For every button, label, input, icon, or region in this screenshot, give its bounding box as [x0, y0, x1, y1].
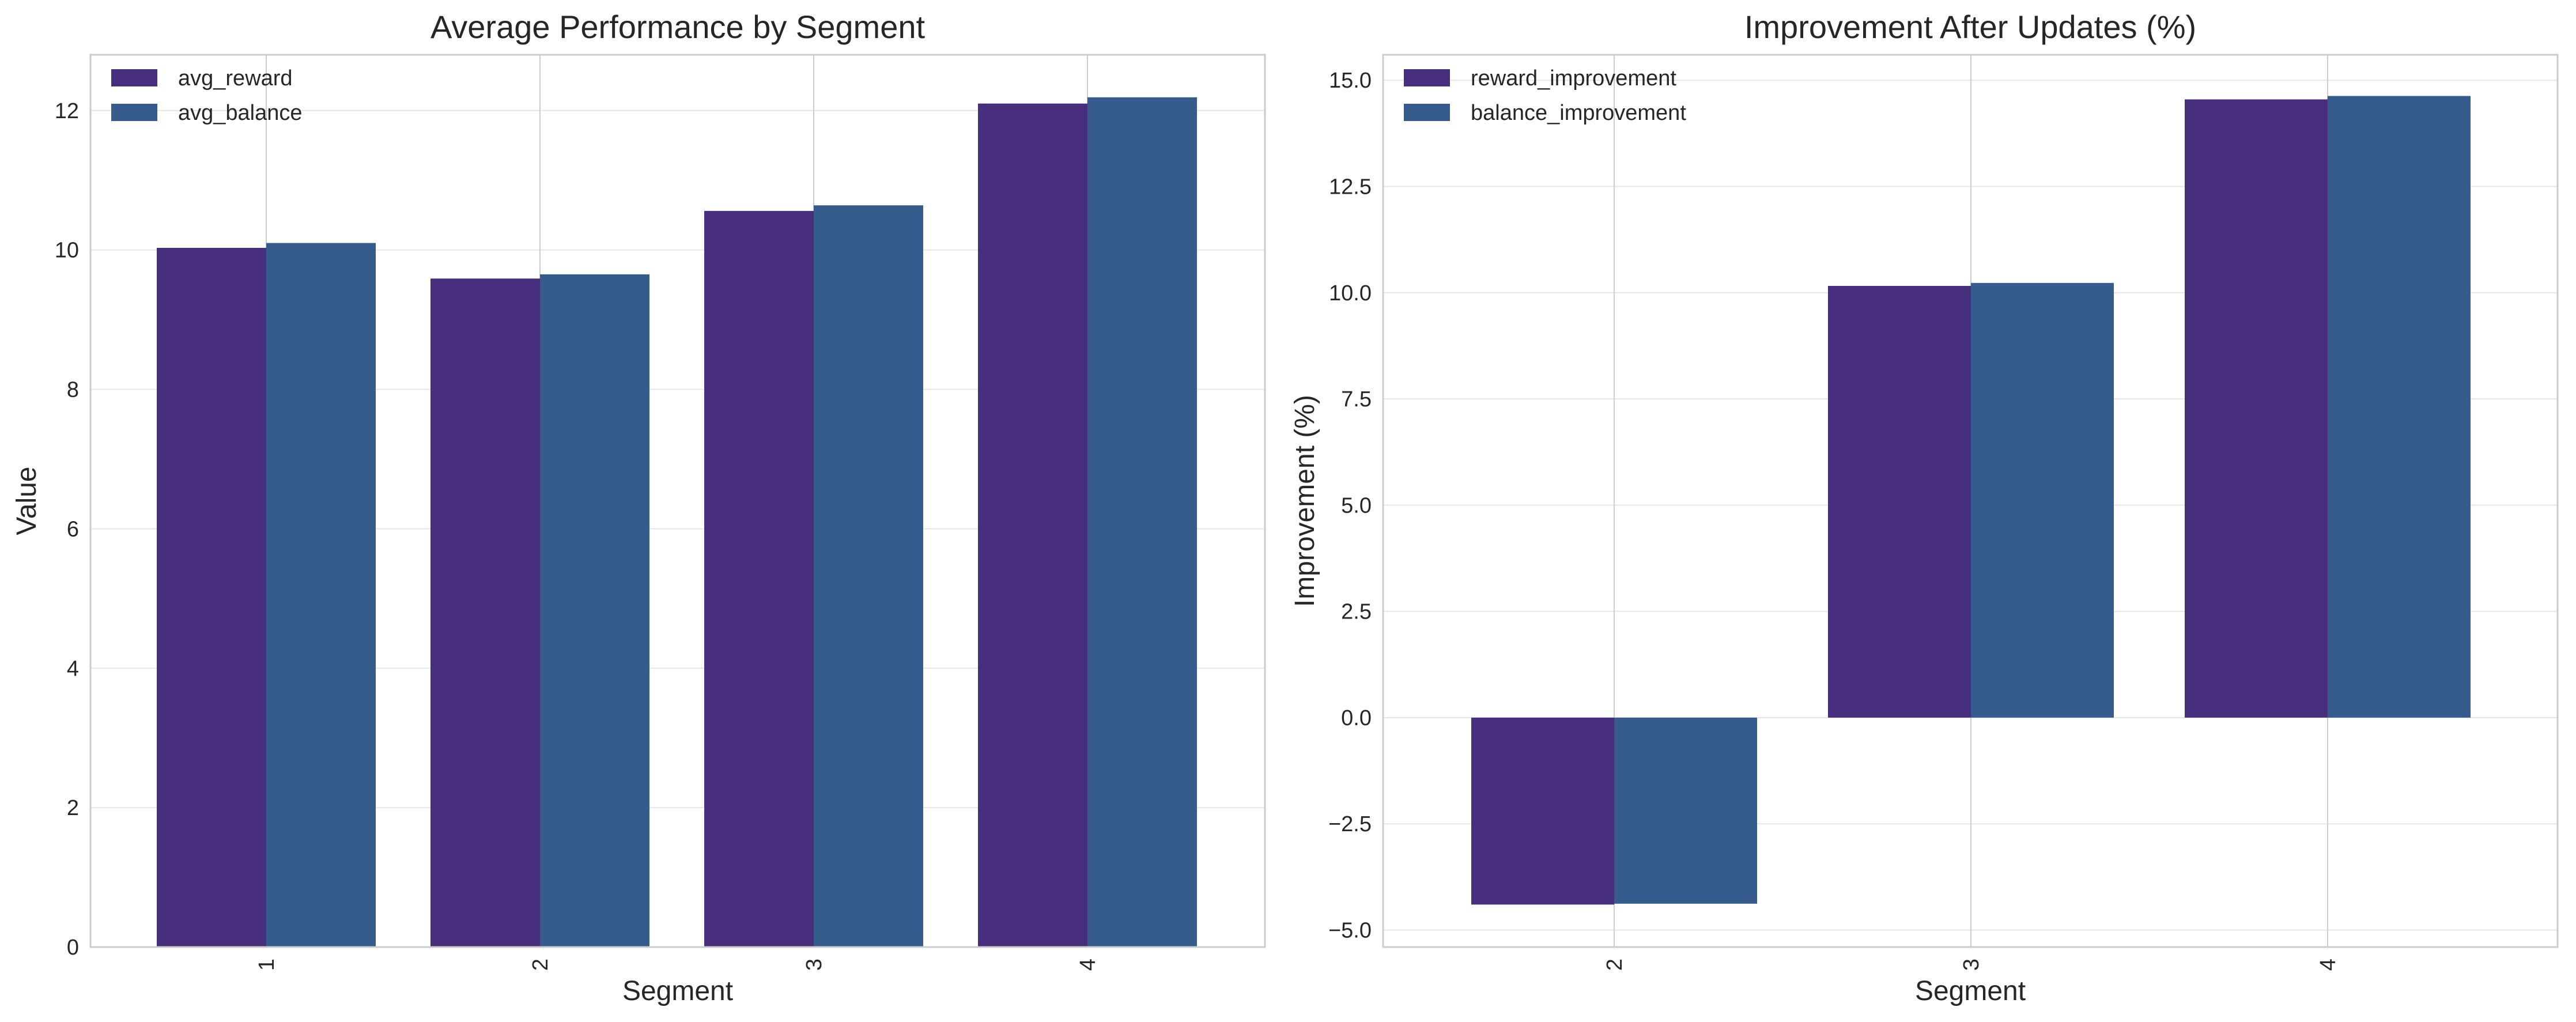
y-tick-label: 6	[67, 517, 79, 541]
chart-title: Improvement After Updates (%)	[1744, 9, 2196, 45]
x-tick-label: 4	[2316, 959, 2340, 971]
bar-balance-improvement	[1971, 282, 2114, 718]
bar-avg-balance	[1087, 97, 1197, 948]
y-axis-label: Improvement (%)	[1290, 395, 1320, 607]
y-tick-label: 0.0	[1341, 706, 1372, 730]
bar-avg-balance	[814, 205, 923, 948]
bar-avg-reward	[430, 278, 540, 948]
x-axis-label: Segment	[622, 976, 733, 1006]
x-tick-label: 4	[1076, 959, 1100, 971]
y-tick-label: 0	[67, 936, 79, 960]
y-tick-label: −2.5	[1328, 812, 1372, 836]
y-tick-label: 2	[67, 796, 79, 820]
legend-label: reward_improvement	[1471, 66, 1676, 90]
plot-frame	[89, 54, 1266, 948]
x-tick-label: 3	[802, 959, 826, 971]
y-tick-label: 4	[67, 657, 79, 681]
legend-swatch	[1404, 104, 1450, 121]
bar-avg-reward	[157, 247, 266, 948]
y-tick-label: 12	[55, 99, 79, 123]
y-tick-label: 15.0	[1329, 69, 1372, 93]
bar-balance-improvement	[1614, 717, 1757, 904]
y-tick-label: 12.5	[1329, 175, 1372, 199]
x-tick-label: 1	[255, 959, 279, 971]
y-tick-label: 2.5	[1341, 600, 1372, 624]
chart-improvement: Improvement After Updates (%) Segment Im…	[1290, 9, 2559, 1006]
chart-average-performance: Average Performance by Segment Segment V…	[12, 9, 1266, 1006]
y-tick-label: 10	[55, 239, 79, 263]
legend-swatch	[111, 69, 157, 86]
legend-label: balance_improvement	[1471, 101, 1686, 125]
bar-reward-improvement	[1471, 717, 1614, 905]
y-tick-label: 5.0	[1341, 493, 1372, 518]
plot-frame	[1382, 54, 2559, 948]
y-tick-label: 8	[67, 378, 79, 402]
y-tick-label: 10.0	[1329, 281, 1372, 306]
y-tick-label: −5.0	[1328, 919, 1372, 943]
x-tick-label: 2	[528, 959, 553, 971]
legend-label: avg_balance	[178, 101, 303, 125]
bar-reward-improvement	[2185, 99, 2328, 718]
x-tick-label: 3	[1959, 959, 1984, 971]
y-axis-label: Value	[12, 466, 42, 535]
chart-title: Average Performance by Segment	[430, 9, 926, 45]
legend-swatch	[1404, 69, 1450, 86]
bar-avg-balance	[540, 274, 649, 947]
bar-avg-reward	[978, 103, 1087, 947]
bar-avg-reward	[704, 210, 814, 947]
legend-label: avg_reward	[178, 66, 293, 90]
bar-reward-improvement	[1828, 286, 1971, 718]
x-tick-label: 2	[1603, 959, 1627, 971]
bar-balance-improvement	[2328, 96, 2471, 718]
x-axis-label: Segment	[1915, 976, 2026, 1006]
bar-avg-balance	[266, 243, 376, 947]
legend-swatch	[111, 104, 157, 121]
y-tick-label: 7.5	[1341, 387, 1372, 412]
